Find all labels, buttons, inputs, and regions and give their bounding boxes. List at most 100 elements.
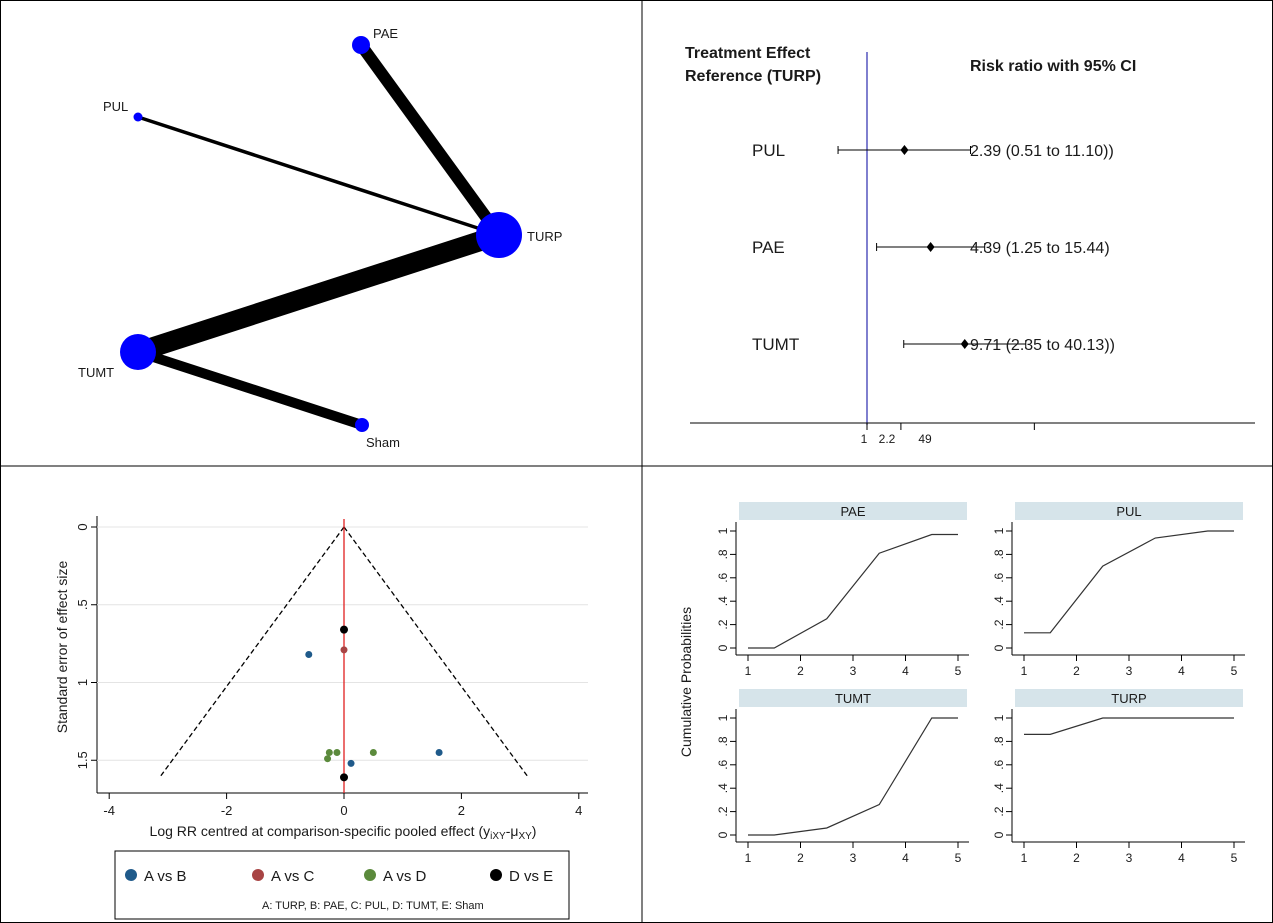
- facet-x-tick-label: 3: [1126, 851, 1133, 865]
- facet-x-tick-label: 5: [955, 664, 962, 678]
- funnel-point-a-vs-b: [305, 651, 313, 659]
- facet-x-tick-label: 2: [1073, 851, 1080, 865]
- cumulative-line-tumt: [748, 717, 958, 836]
- forest-row-label-pae: PAE: [752, 238, 785, 257]
- facet-y-tick-label: 1: [716, 714, 730, 721]
- facet-x-tick-label: 3: [1126, 664, 1133, 678]
- funnel-ylabel: Standard error of effect size: [54, 561, 70, 734]
- funnel-x-tick-label: -2: [221, 803, 233, 818]
- facet-y-tick-label: .8: [992, 736, 1006, 746]
- network-edge-tumt-turp: [134, 225, 503, 362]
- facet-y-tick-label: 0: [716, 644, 730, 651]
- network-plot-panel: PAE PUL TURP TUMT Sham: [0, 0, 642, 466]
- forest-point-estimate: [900, 145, 909, 155]
- forest-row-value: 2.39 (0.51 to 11.10)): [970, 143, 1114, 160]
- forest-header-right: Risk ratio with 95% CI: [970, 58, 1136, 75]
- funnel-point-a-vs-d: [369, 748, 377, 756]
- facet-title-strip: [739, 689, 967, 707]
- network-edge-pul-turp: [137, 115, 500, 237]
- cumulative-facet-turp: TURP 0 .2 .4 .6 .8 1 1 2 3 4 5: [992, 689, 1245, 865]
- facet-x-tick-label: 1: [1021, 664, 1028, 678]
- facet-x-tick-label: 4: [1178, 664, 1185, 678]
- facet-x-tick-label: 2: [797, 851, 804, 865]
- facet-title: TUMT: [835, 691, 871, 706]
- facet-y-tick-label: .6: [992, 572, 1006, 582]
- funnel-limit-right: [343, 526, 528, 777]
- facet-y-tick-label: .2: [992, 806, 1006, 816]
- cumulative-facet-pae: PAE 0 .2 .4 .6 .8 1 1 2 3 4 5: [716, 502, 969, 678]
- funnel-legend-note: A: TURP, B: PAE, C: PUL, D: TUMT, E: Sha…: [262, 900, 484, 912]
- funnel-legend-box: [114, 850, 570, 920]
- facet-x-tick-label: 1: [1021, 851, 1028, 865]
- facet-y-tick-label: .4: [992, 596, 1006, 606]
- cumulative-probability-plot: Cumulative Probabilities PAE 0 .2 .4 .6 .8 1 1 2…: [678, 502, 1245, 865]
- facet-y-tick-label: .8: [716, 549, 730, 559]
- funnel-point-d-vs-e: [340, 625, 348, 634]
- forest-x-tick-label: 1: [861, 432, 868, 446]
- facet-x-tick-label: 5: [1231, 664, 1238, 678]
- funnel-point-a-vs-d: [324, 755, 332, 763]
- cumulative-facet-tumt: TUMT 0 .2 .4 .6 .8 1 1 2 3 4 5: [716, 689, 969, 865]
- facet-y-tick-label: .6: [992, 759, 1006, 769]
- network-node-label-pae: PAE: [373, 26, 398, 41]
- cumulative-line-pul: [1024, 530, 1234, 634]
- facet-title: TURP: [1111, 691, 1146, 706]
- facet-y-tick-label: 1: [716, 527, 730, 534]
- funnel-y-tick-label: 0: [75, 523, 90, 530]
- facet-title-strip: [1015, 689, 1243, 707]
- network-edge-pae-turp: [356, 41, 504, 239]
- funnel-legend-label: A vs D: [383, 868, 427, 885]
- facet-y-tick-label: .2: [716, 619, 730, 629]
- facet-y-tick-label: .8: [992, 549, 1006, 559]
- facet-y-tick-label: 0: [992, 644, 1006, 651]
- funnel-point-a-vs-d: [325, 748, 333, 756]
- facet-x-tick-label: 2: [797, 664, 804, 678]
- funnel-legend-marker: [252, 869, 264, 881]
- network-plot: PAE PUL TURP TUMT Sham: [78, 26, 562, 450]
- forest-point-estimate: [960, 339, 969, 349]
- network-node-pae: [352, 36, 370, 54]
- network-node-sham: [355, 418, 369, 432]
- cumulative-ylabel: Cumulative Probabilities: [678, 607, 694, 757]
- forest-row-label-pul: PUL: [752, 141, 785, 160]
- facet-y-tick-label: 1: [992, 714, 1006, 721]
- forest-plot: Treatment Effect Reference (TURP) Risk r…: [685, 45, 1255, 446]
- network-edge-tumt-sham: [136, 347, 364, 430]
- facet-y-tick-label: 0: [992, 831, 1006, 838]
- forest-x-tick-label: 49: [918, 432, 932, 446]
- funnel-y-tick-label: .5: [75, 599, 90, 610]
- funnel-x-tick-label: 4: [575, 803, 582, 818]
- facet-y-tick-label: .4: [992, 783, 1006, 793]
- network-node-tumt: [120, 334, 156, 370]
- funnel-limit-left: [160, 526, 345, 777]
- forest-row-label-tumt: TUMT: [752, 335, 799, 354]
- network-node-pul: [133, 112, 143, 122]
- funnel-legend-marker: [125, 869, 137, 881]
- facet-y-tick-label: .8: [716, 736, 730, 746]
- facet-y-tick-label: 1: [992, 527, 1006, 534]
- cumulative-plot-panel: Cumulative Probabilities PAE 0 .2 .4 .6 .8 1 1 2…: [642, 466, 1273, 923]
- cumulative-facet-pul: PUL 0 .2 .4 .6 .8 1 1 2 3 4 5: [992, 502, 1245, 678]
- funnel-plot: Standard error of effect size Log RR cen…: [54, 516, 588, 920]
- forest-row-value: 9.71 (2.35 to 40.13)): [970, 337, 1115, 354]
- facet-x-tick-label: 4: [902, 664, 909, 678]
- facet-x-tick-label: 3: [850, 664, 857, 678]
- funnel-x-tick-label: -4: [103, 803, 115, 818]
- network-node-turp: [476, 212, 522, 258]
- funnel-point-a-vs-b: [347, 759, 355, 767]
- facet-x-tick-label: 1: [745, 851, 752, 865]
- forest-row-value: 4.39 (1.25 to 15.44): [970, 240, 1110, 257]
- network-node-label-sham: Sham: [366, 435, 400, 450]
- facet-y-tick-label: .2: [992, 619, 1006, 629]
- funnel-point-a-vs-b: [435, 748, 443, 756]
- funnel-point-a-vs-c: [340, 646, 348, 654]
- forest-header-left-2: Reference (TURP): [685, 68, 821, 85]
- forest-x-tick-label: 2.2: [879, 432, 896, 446]
- facet-title-strip: [739, 502, 967, 520]
- funnel-plot-panel: Standard error of effect size Log RR cen…: [0, 466, 642, 923]
- funnel-y-tick-label: 1.5: [75, 751, 90, 769]
- funnel-y-tick-label: 1: [75, 679, 90, 686]
- facet-x-tick-label: 5: [955, 851, 962, 865]
- funnel-legend-label: A vs B: [144, 868, 187, 885]
- cumulative-line-turp: [1024, 717, 1234, 735]
